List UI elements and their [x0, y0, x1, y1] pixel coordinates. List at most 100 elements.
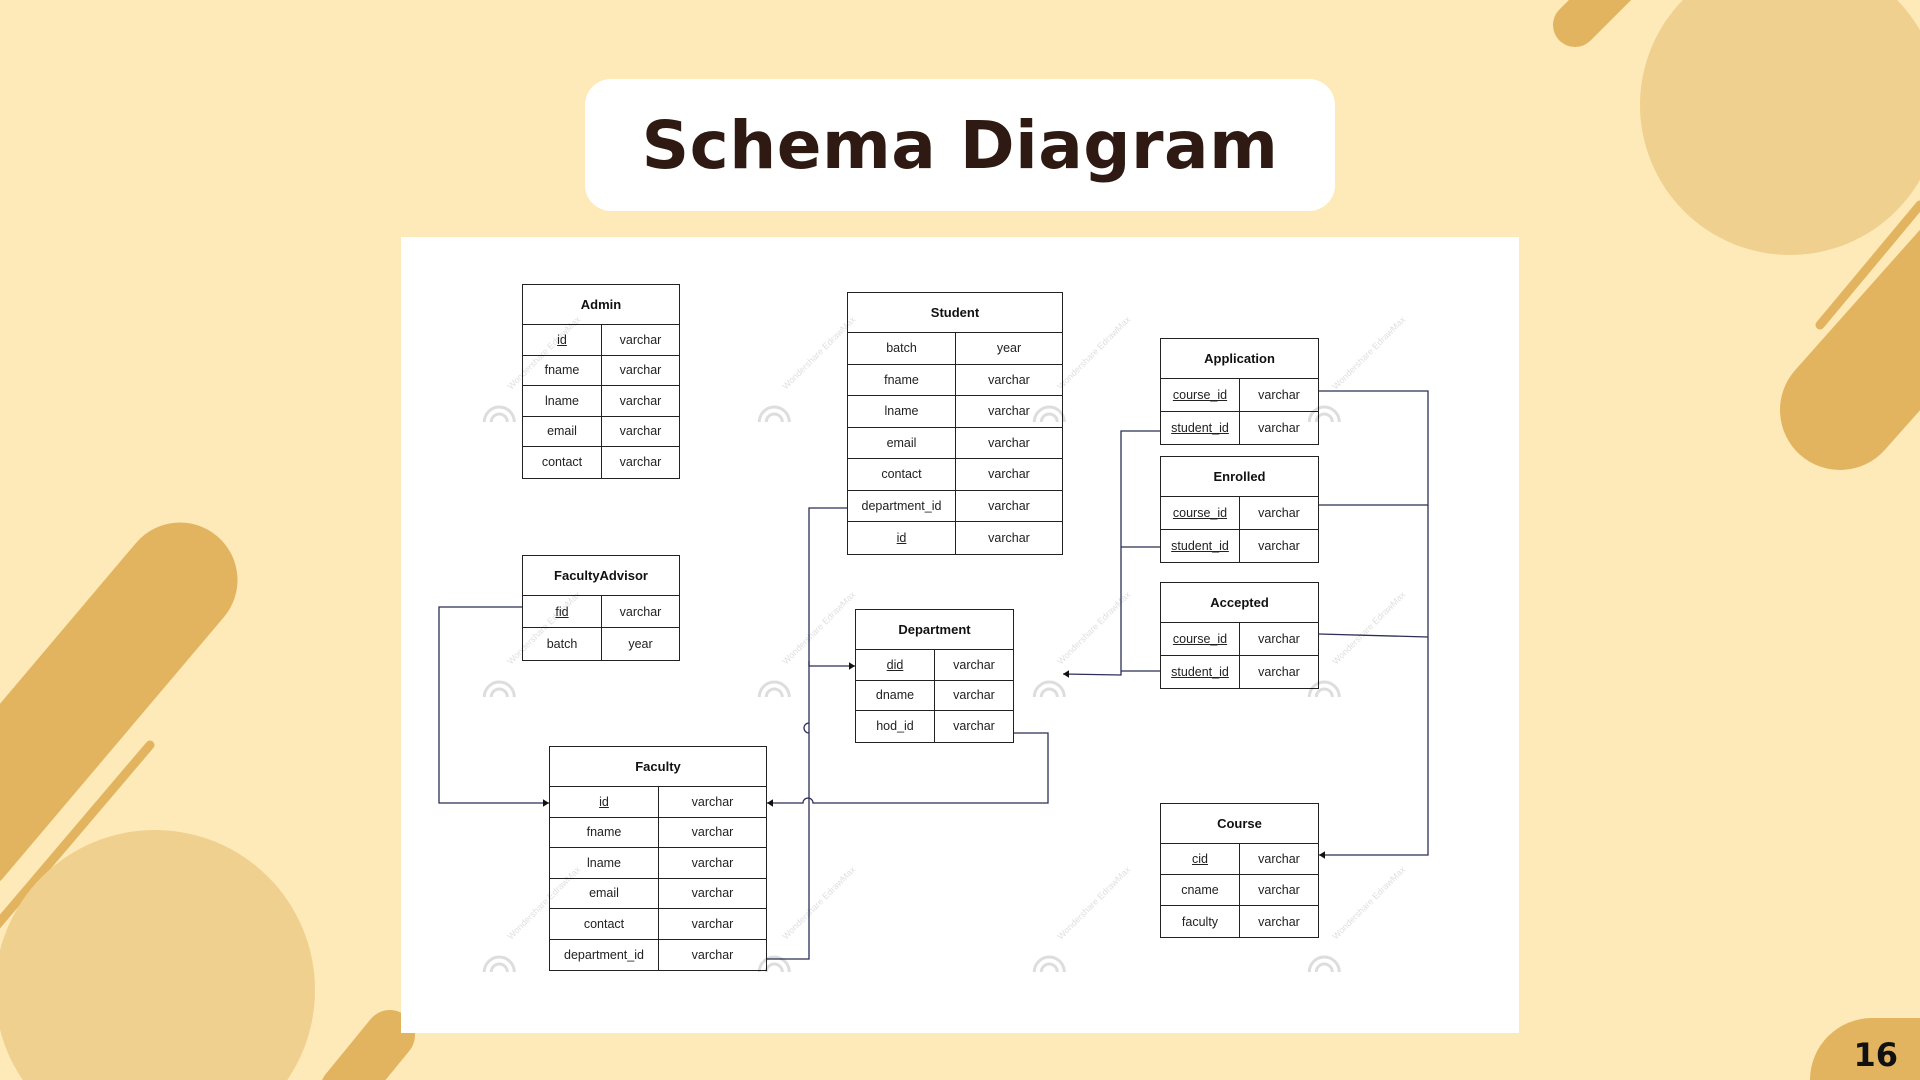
primary-key-name: id — [523, 325, 602, 355]
entity-student: Student batch year fname varchar lname varchar… — [847, 292, 1063, 555]
attribute-type: varchar — [953, 657, 995, 672]
attribute-row: fname varchar — [523, 355, 679, 386]
arrowhead-course-cid — [1319, 851, 1325, 859]
attribute-type: varchar — [1258, 538, 1300, 553]
attribute-row: fname varchar — [550, 817, 766, 848]
attribute-type: varchar — [691, 855, 734, 870]
attribute-row: lname varchar — [848, 396, 1062, 428]
connector-application-student — [1062, 430, 1160, 676]
deco-circle-top-right — [1640, 0, 1920, 255]
attribute-type: varchar — [691, 886, 734, 901]
attribute-type: year — [628, 637, 653, 651]
attribute-name: contact — [523, 447, 602, 478]
entity-title: Faculty — [550, 747, 766, 787]
entity-title: Accepted — [1161, 583, 1318, 623]
attribute-row: email varchar — [848, 427, 1062, 459]
arrowhead-department-did — [849, 662, 855, 670]
attribute-type: varchar — [619, 332, 662, 347]
attribute-name: fname — [550, 817, 659, 847]
attribute-type: varchar — [1258, 505, 1300, 520]
deco-stroke-right-thin — [1815, 200, 1920, 330]
attribute-name: contact — [550, 909, 659, 939]
attribute-name: lname — [848, 396, 956, 427]
attribute-row: contact varchar — [550, 909, 766, 940]
attribute-name: department_id — [848, 490, 956, 521]
attribute-row: faculty varchar — [1161, 906, 1318, 937]
primary-key-name: did — [856, 650, 935, 680]
attribute-type: varchar — [953, 719, 995, 734]
entity-admin: Admin id varchar fname varchar lname varchar em… — [522, 284, 680, 479]
attribute-type: varchar — [1258, 387, 1300, 402]
attribute-type: varchar — [691, 825, 734, 840]
arrowhead-faculty-id — [767, 799, 773, 807]
connector-department-faculty — [767, 732, 1049, 804]
connector-accepted-course — [1318, 633, 1429, 638]
entity-course: Course cid varchar cname varchar faculty varch… — [1160, 803, 1319, 938]
entity-enrolled: Enrolled course_id varchar student_id varcha… — [1160, 456, 1319, 563]
attribute-name: faculty — [1161, 906, 1240, 937]
page-number: 16 — [1853, 1036, 1898, 1074]
deco-stroke-right — [1780, 229, 1920, 470]
attribute-row: lname varchar — [523, 386, 679, 417]
connector-faculty-department — [767, 661, 810, 960]
attribute-name: dname — [856, 680, 935, 710]
attribute-name: department_id — [550, 939, 659, 970]
attribute-row: lname varchar — [550, 848, 766, 879]
attribute-type: varchar — [1258, 914, 1300, 929]
primary-key-name: fid — [523, 596, 602, 627]
attribute-row: student_id varchar — [1161, 655, 1318, 688]
attribute-type: varchar — [988, 372, 1030, 387]
slide-title: Schema Diagram — [641, 106, 1279, 184]
attribute-row: fid varchar — [523, 596, 679, 628]
attribute-type: varchar — [691, 916, 734, 931]
attribute-type: varchar — [691, 947, 734, 962]
entity-title: Department — [856, 610, 1013, 650]
attribute-row: dname varchar — [856, 680, 1013, 711]
attribute-row: id varchar — [523, 325, 679, 356]
attribute-type: varchar — [988, 467, 1030, 482]
attribute-name: lname — [550, 848, 659, 878]
deco-circle-bottom-left — [0, 830, 315, 1080]
attribute-row: student_id varchar — [1161, 529, 1318, 562]
attribute-row: fname varchar — [848, 364, 1062, 396]
primary-key-name: cid — [1161, 844, 1240, 874]
attribute-name: hod_id — [856, 711, 935, 742]
attribute-name: lname — [523, 386, 602, 416]
attribute-row: student_id varchar — [1161, 411, 1318, 444]
attribute-row: department_id varchar — [848, 490, 1062, 522]
deco-stroke-left-thin — [0, 740, 155, 929]
entity-faculty: Faculty id varchar fname varchar lname varchar… — [549, 746, 767, 971]
attribute-name: cname — [1161, 875, 1240, 905]
attribute-type: varchar — [619, 393, 662, 408]
attribute-name: contact — [848, 459, 956, 490]
attribute-row: course_id varchar — [1161, 497, 1318, 530]
attribute-row: batch year — [848, 333, 1062, 365]
attribute-type: varchar — [619, 604, 662, 619]
arrowhead-faculty-id-advisor — [543, 799, 549, 807]
entity-title: Enrolled — [1161, 457, 1318, 497]
attribute-type: varchar — [1258, 631, 1300, 646]
entity-title: Course — [1161, 804, 1318, 844]
connector-advisor-faculty — [438, 606, 549, 804]
schema-diagram: Admin id varchar fname varchar lname varchar em… — [401, 237, 1519, 1033]
arrowhead-student-id — [1063, 670, 1069, 678]
attribute-row: hod_id varchar — [856, 711, 1013, 742]
attribute-row: id varchar — [848, 522, 1062, 554]
entity-application: Application course_id varchar student_id var… — [1160, 338, 1319, 445]
attribute-type: varchar — [988, 530, 1030, 545]
entity-facultyadvisor: FacultyAdvisor fid varchar batch year — [522, 555, 680, 661]
attribute-row: batch year — [523, 628, 679, 660]
attribute-name: fname — [523, 355, 602, 385]
attribute-row: cid varchar — [1161, 844, 1318, 875]
attribute-name: email — [523, 416, 602, 446]
entity-title: Application — [1161, 339, 1318, 379]
title-card: Schema Diagram — [585, 79, 1335, 211]
connector-application-course — [1319, 390, 1429, 856]
primary-key-name: id — [848, 522, 956, 554]
attribute-name: email — [550, 878, 659, 908]
attribute-name: batch — [848, 333, 956, 364]
attribute-type: varchar — [619, 455, 662, 470]
attribute-row: contact varchar — [523, 447, 679, 478]
attribute-name: batch — [523, 628, 602, 660]
